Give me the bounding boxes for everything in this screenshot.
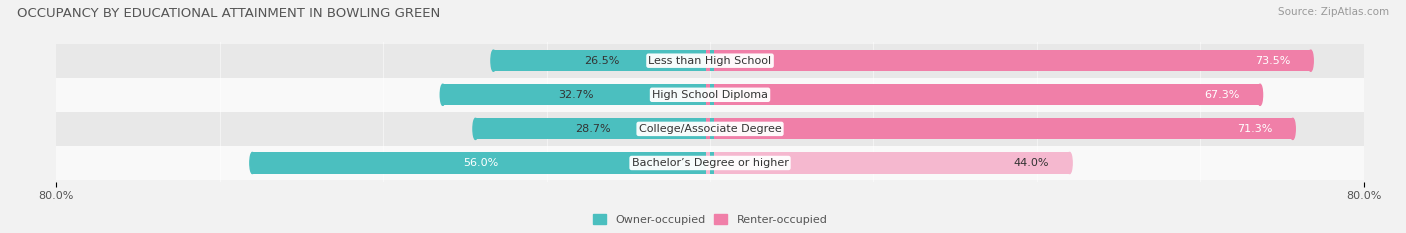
Text: Less than High School: Less than High School	[648, 56, 772, 66]
Bar	[706, 50, 710, 71]
Bar	[494, 50, 710, 71]
Bar	[710, 152, 1070, 174]
Bar	[443, 84, 710, 105]
Circle shape	[1067, 152, 1073, 174]
Bar	[475, 118, 710, 140]
Bar	[710, 84, 714, 105]
Legend: Owner-occupied, Renter-occupied: Owner-occupied, Renter-occupied	[588, 210, 832, 229]
Bar	[710, 152, 714, 174]
Bar	[706, 118, 710, 140]
Bar	[710, 84, 1260, 105]
Text: OCCUPANCY BY EDUCATIONAL ATTAINMENT IN BOWLING GREEN: OCCUPANCY BY EDUCATIONAL ATTAINMENT IN B…	[17, 7, 440, 20]
Text: 26.5%: 26.5%	[583, 56, 620, 66]
Text: 28.7%: 28.7%	[575, 124, 610, 134]
Bar	[56, 112, 1364, 146]
Bar	[706, 84, 710, 105]
Bar	[710, 50, 714, 71]
Bar	[252, 152, 710, 174]
Text: 67.3%: 67.3%	[1204, 90, 1240, 100]
Circle shape	[440, 84, 446, 105]
Circle shape	[491, 50, 496, 71]
Bar	[706, 152, 710, 174]
Circle shape	[250, 152, 254, 174]
Bar	[710, 118, 714, 140]
Bar	[710, 118, 1292, 140]
Circle shape	[472, 118, 478, 140]
Text: High School Diploma: High School Diploma	[652, 90, 768, 100]
Circle shape	[1257, 84, 1263, 105]
Text: 56.0%: 56.0%	[464, 158, 499, 168]
Circle shape	[1291, 118, 1295, 140]
Circle shape	[1308, 50, 1313, 71]
Bar	[710, 50, 1310, 71]
Text: 71.3%: 71.3%	[1237, 124, 1272, 134]
Text: 44.0%: 44.0%	[1014, 158, 1049, 168]
Text: Source: ZipAtlas.com: Source: ZipAtlas.com	[1278, 7, 1389, 17]
Bar	[56, 146, 1364, 180]
Bar	[56, 44, 1364, 78]
Text: 73.5%: 73.5%	[1256, 56, 1291, 66]
Text: 32.7%: 32.7%	[558, 90, 595, 100]
Text: College/Associate Degree: College/Associate Degree	[638, 124, 782, 134]
Text: Bachelor’s Degree or higher: Bachelor’s Degree or higher	[631, 158, 789, 168]
Bar	[56, 78, 1364, 112]
